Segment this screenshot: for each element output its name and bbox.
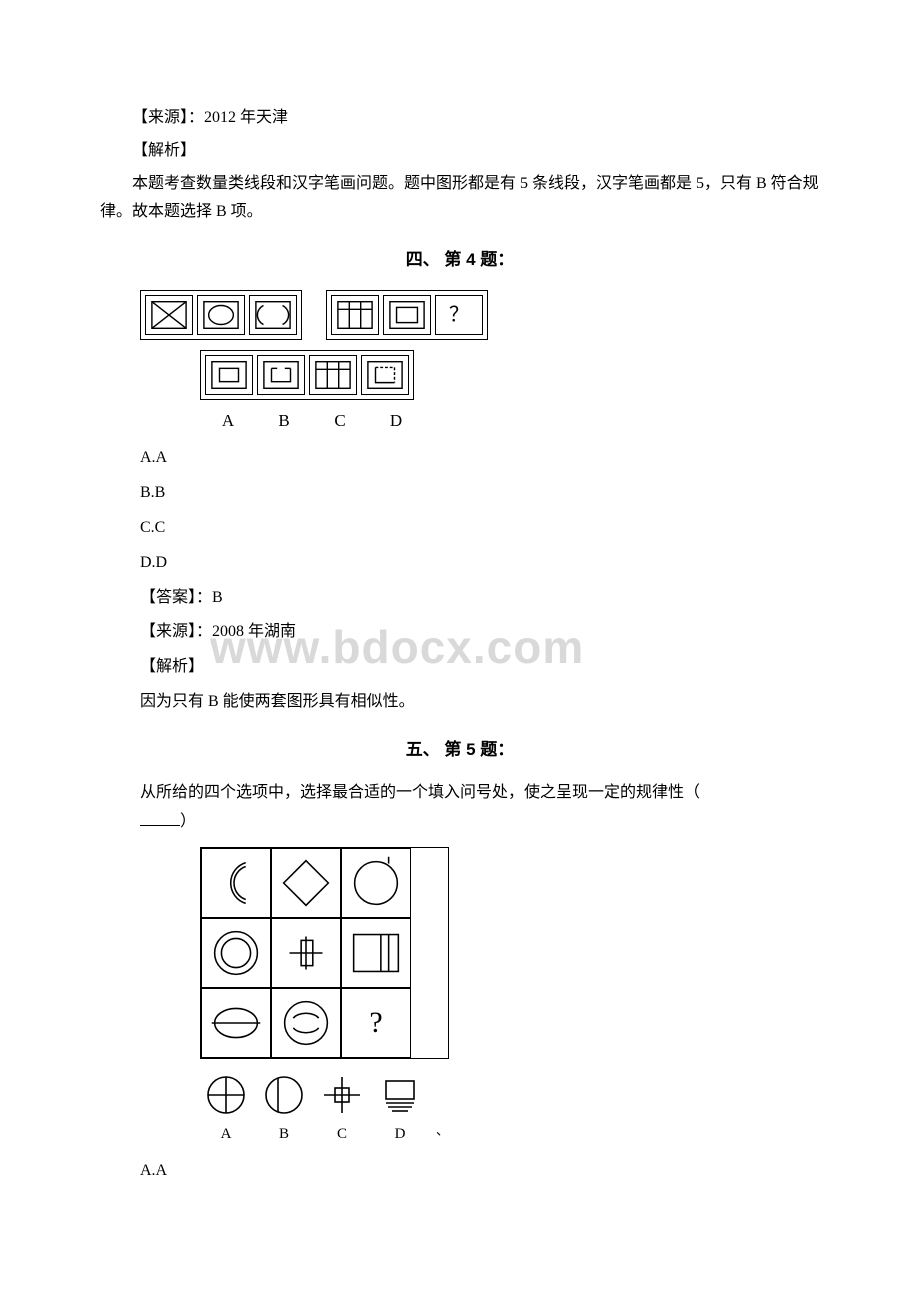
q5-grid: ? (200, 847, 449, 1059)
q5-opt-a: A (200, 1073, 252, 1148)
q4-answer: 【答案】：B (140, 584, 820, 613)
q4-left-group (140, 290, 302, 340)
q3-analysis-text: 本题考查数量类线段和汉字笔画问题。题中图形都是有 5 条线段，汉字笔画都是 5，… (100, 170, 820, 228)
q5-option-a: A.A (140, 1157, 820, 1186)
q5-opt-c: C (316, 1073, 368, 1148)
q4-opt-tile-a (205, 355, 253, 395)
q3-analysis-label: 【解析】 (100, 137, 820, 166)
q4-option-a: A.A (140, 444, 820, 473)
q5-opt-b: B (258, 1073, 310, 1148)
q4-option-c: C.C (140, 514, 820, 543)
q5-blank (140, 810, 180, 826)
q5-stem-prefix: 从所给的四个选项中，选择最合适的一个填入问号处，使之呈现一定的规律性（ (140, 784, 700, 801)
q5-trailing-dot: 、 (436, 1119, 449, 1148)
q3-source: 【来源】：2012 年天津 (100, 104, 820, 133)
q4-opt-tile-d (361, 355, 409, 395)
q4-tile-1 (145, 295, 193, 335)
q5-opt-d-label: D (374, 1121, 426, 1148)
q4-figure: ？ A B (140, 290, 820, 437)
q5-opt-d: D (374, 1073, 426, 1148)
q4-letter-a: A (200, 406, 256, 437)
q5-opt-b-label: B (258, 1121, 310, 1148)
q4-opt-tile-b (257, 355, 305, 395)
q5-opt-a-label: A (200, 1121, 252, 1148)
q4-option-d: D.D (140, 549, 820, 578)
q4-option-tiles (200, 350, 414, 400)
q5-cell-3 (341, 848, 411, 918)
q5-cell-qmark: ? (341, 988, 411, 1058)
q4-tile-4 (331, 295, 379, 335)
q4-analysis-text: 因为只有 B 能使两套图形具有相似性。 (140, 688, 820, 717)
q4-letter-d: D (368, 406, 424, 437)
q4-source: 【来源】：2008 年湖南 (140, 618, 820, 647)
q5-option-shapes: A B C D 、 (200, 1073, 449, 1148)
q5-cell-4 (201, 918, 271, 988)
q4-analysis-label: 【解析】 (140, 653, 820, 682)
q4-right-group: ？ (326, 290, 488, 340)
q5-cell-7 (201, 988, 271, 1058)
q4-heading: 四、 第 4 题： (100, 245, 820, 276)
q4-tile-5 (383, 295, 431, 335)
q4-letter-c: C (312, 406, 368, 437)
q5-cell-6 (341, 918, 411, 988)
q5-cell-5 (271, 918, 341, 988)
q4-tile-3 (249, 295, 297, 335)
q5-stem: 从所给的四个选项中，选择最合适的一个填入问号处，使之呈现一定的规律性（ ） (140, 779, 820, 837)
q4-option-b: B.B (140, 479, 820, 508)
q4-option-letters: A B C D (200, 406, 488, 437)
q5-figure: ? A B C D 、 (140, 847, 820, 1149)
q5-stem-suffix: ） (180, 813, 196, 830)
q4-tile-qmark: ？ (435, 295, 483, 335)
q4-tile-2 (197, 295, 245, 335)
q5-cell-8 (271, 988, 341, 1058)
q4-letter-b: B (256, 406, 312, 437)
q5-cell-1 (201, 848, 271, 918)
q5-opt-c-label: C (316, 1121, 368, 1148)
q5-heading: 五、 第 5 题： (100, 735, 820, 766)
q5-cell-2 (271, 848, 341, 918)
q4-opt-tile-c (309, 355, 357, 395)
